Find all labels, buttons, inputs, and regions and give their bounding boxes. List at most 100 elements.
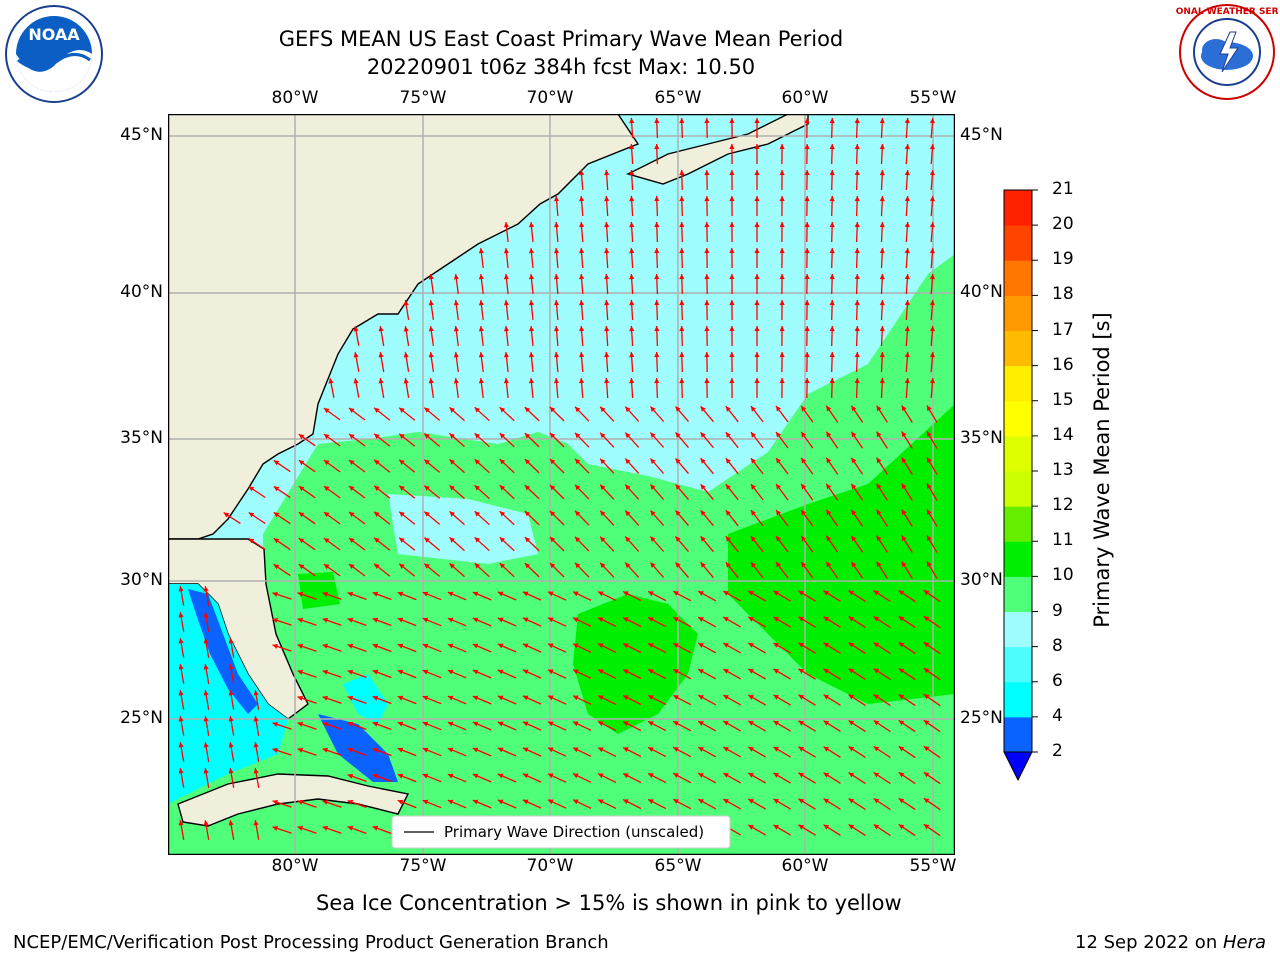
wave-direction-arrow [747,746,767,758]
wave-direction-arrow [604,273,610,295]
wave-direction-arrow [754,248,760,268]
wave-direction-arrow [572,669,592,679]
lon-label-bottom: 65°W [654,856,702,876]
wave-direction-arrow [499,432,515,448]
wave-direction-arrow [829,299,835,321]
wave-direction-arrow [574,484,590,500]
colorbar-tick-label: 11 [1052,530,1074,551]
wave-direction-arrow [898,589,916,603]
wave-direction-arrow [654,247,660,269]
wave-direction-arrow [347,669,367,679]
wave-direction-arrow [672,720,692,732]
wave-direction-arrow [773,694,791,706]
wave-direction-arrow [373,511,391,525]
wave-direction-arrow [579,273,585,295]
wave-direction-arrow [904,195,910,217]
wave-direction-arrow [647,616,667,628]
wave-direction-arrow [372,643,392,653]
wave-direction-arrow [898,615,916,629]
wave-direction-arrow [524,536,540,552]
wave-direction-arrow [273,511,291,525]
wave-direction-arrow [848,772,866,784]
wave-direction-arrow [322,825,342,834]
wave-direction-arrow [898,719,916,733]
wave-direction-arrow [579,247,585,269]
wave-direction-arrow [503,378,509,398]
wave-direction-arrow [272,748,292,756]
wave-direction-arrow [397,669,417,679]
wave-direction-arrow [322,669,342,678]
wave-direction-arrow [873,589,891,603]
wave-direction-arrow [926,535,938,553]
lon-label-bottom: 70°W [526,856,574,876]
wave-direction-arrow [447,773,467,783]
wave-direction-arrow [697,798,717,810]
wave-direction-arrow [704,169,710,191]
wave-direction-arrow [554,351,560,373]
wave-direction-arrow [675,535,689,553]
wave-direction-arrow [629,143,635,165]
wave-direction-arrow [348,407,366,421]
wave-direction-arrow [428,300,435,320]
wave-direction-arrow [449,432,465,448]
wave-direction-arrow [347,617,367,627]
wave-direction-arrow [829,143,835,165]
wave-direction-arrow [499,484,515,500]
wave-direction-arrow [624,484,640,500]
wave-direction-arrow [704,195,710,217]
wave-direction-arrow [879,377,885,399]
wave-direction-arrow [854,247,860,269]
wave-direction-arrow [898,667,916,681]
wave-direction-arrow [474,432,490,448]
wave-direction-arrow [929,299,935,321]
lat-label-right: 25°N [960,708,1003,728]
wave-direction-arrow [554,221,560,243]
wave-direction-arrow [323,433,341,447]
wave-direction-arrow [850,483,864,501]
wave-direction-arrow [923,797,941,811]
wave-direction-arrow [804,169,810,191]
wave-direction-arrow [879,247,885,269]
wave-direction-arrow [679,195,685,217]
wave-direction-arrow [178,612,185,632]
wave-direction-arrow [423,407,441,421]
wave-direction-arrow [798,798,816,810]
wave-direction-arrow [547,643,567,653]
wave-direction-arrow [773,772,791,784]
colorbar-segment [1004,576,1032,613]
wave-direction-arrow [203,742,210,762]
wave-direction-arrow [272,618,292,626]
wave-direction-arrow [904,325,910,347]
wave-direction-arrow [929,195,935,217]
wave-direction-arrow [203,586,210,606]
wave-direction-arrow [547,617,567,627]
colorbar-segment [1004,716,1032,753]
colorbar-tick-label: 16 [1052,354,1074,375]
wave-direction-arrow [622,694,642,706]
colorbar-tick-label: 8 [1052,635,1063,656]
wave-direction-arrow [624,536,640,552]
wave-direction-arrow [704,299,710,321]
wave-direction-arrow [697,746,717,758]
wave-direction-arrow [622,720,642,732]
wave-direction-arrow [524,406,540,422]
wave-direction-arrow [729,377,735,399]
wave-direction-arrow [497,799,517,809]
wave-direction-arrow [901,483,913,501]
colorbar-segment [1004,400,1032,437]
wave-direction-arrow [624,458,640,474]
wave-direction-arrow [353,326,360,346]
wave-direction-arrow [722,798,742,810]
wave-direction-arrow [804,143,810,165]
wave-direction-arrow [549,536,565,552]
wave-direction-arrow [273,485,291,499]
wave-direction-arrow [398,511,416,525]
wave-direction-arrow [273,563,291,577]
svg-text:NOAA: NOAA [28,25,80,44]
wave-direction-arrow [373,537,391,551]
wave-direction-arrow [597,747,617,757]
wave-direction-arrow [298,485,316,499]
wave-direction-arrow [472,721,492,731]
wave-direction-arrow [798,616,816,628]
wave-direction-arrow [178,586,185,606]
